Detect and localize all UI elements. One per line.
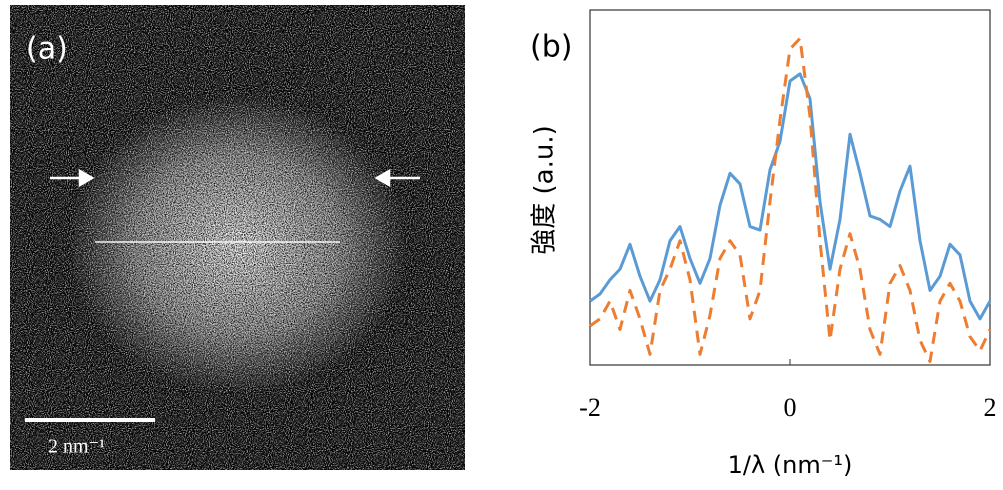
x-tick-label: -2 xyxy=(579,393,601,422)
line-series xyxy=(589,72,992,321)
scale-bar-label: 2 nm⁻¹ xyxy=(48,436,105,458)
x-tick-label: 0 xyxy=(784,393,797,422)
y-axis-label: 強度 (a.u.) xyxy=(530,125,560,255)
panel-label: (b) xyxy=(530,30,572,65)
line-series xyxy=(589,36,992,363)
fft-image xyxy=(10,5,465,470)
x-tick-label: 2 xyxy=(984,393,997,422)
x-axis-label: 1/λ (nm⁻¹) xyxy=(728,451,853,479)
panel-label: (a) xyxy=(26,32,68,67)
plot-frame xyxy=(589,9,991,366)
